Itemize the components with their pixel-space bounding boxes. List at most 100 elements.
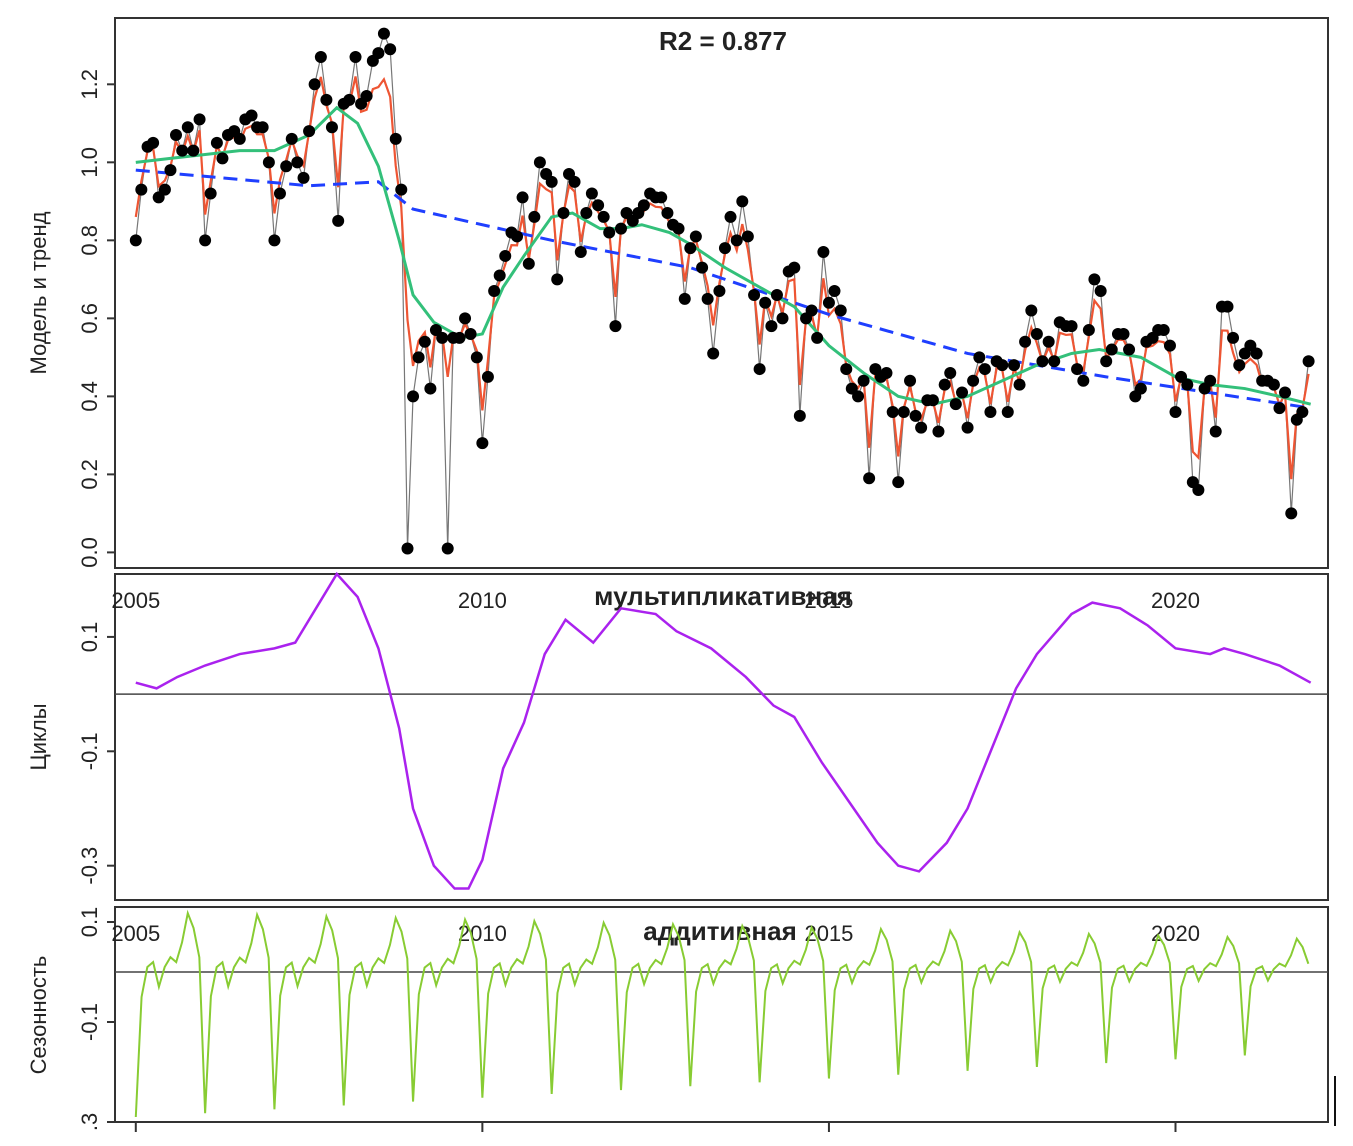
observed-point <box>753 363 766 376</box>
observed-point <box>1019 335 1032 348</box>
observed-point <box>268 234 281 247</box>
observed-point <box>216 152 229 165</box>
observed-point <box>770 288 783 301</box>
observed-point <box>585 187 598 200</box>
observed-point <box>689 230 702 243</box>
observed-point <box>459 312 472 325</box>
y-tick-label: 1.2 <box>77 69 102 100</box>
observed-point <box>863 472 876 485</box>
observed-point <box>401 542 414 555</box>
observed-point <box>1134 382 1147 395</box>
observed-point <box>1157 324 1170 337</box>
observed-point <box>684 242 697 255</box>
observed-point <box>1001 405 1014 418</box>
observed-point <box>511 230 524 243</box>
observed-point <box>1094 285 1107 298</box>
observed-point <box>857 374 870 387</box>
observed-point <box>713 285 726 298</box>
panel-2-y-axis: 0.1 -0.1 -0.3 <box>77 622 115 885</box>
observed-point <box>897 405 910 418</box>
smooth-line <box>135 105 1312 406</box>
panel-3-x-axis: 2005 2010 2015 2020 <box>111 921 1200 1132</box>
y-tick-label: 0.1 <box>77 907 102 938</box>
observed-point <box>436 331 449 344</box>
observed-point <box>522 257 535 270</box>
observed-point <box>377 27 390 40</box>
observed-point <box>1065 320 1078 333</box>
observed-point <box>805 304 818 317</box>
y-tick-label: 0.4 <box>77 381 102 412</box>
observed-point <box>730 234 743 247</box>
x-tick-label: 2005 <box>111 921 160 946</box>
seasonality-line <box>134 909 1310 1118</box>
observed-point <box>187 144 200 157</box>
observed-point <box>245 109 258 122</box>
observed-point <box>233 132 246 145</box>
panel-1-y-axis: 0.0 0.2 0.4 0.6 0.8 1.0 1.2 <box>77 69 115 568</box>
observed-point <box>707 347 720 360</box>
observed-point <box>147 136 160 149</box>
observed-point <box>1233 359 1246 372</box>
y-tick-label: .3 <box>77 1113 102 1131</box>
observed-point <box>395 183 408 196</box>
x-tick-label: 2010 <box>458 588 507 613</box>
observed-point <box>325 121 338 134</box>
observed-point <box>1036 355 1049 368</box>
observed-point <box>655 191 668 204</box>
observed-point <box>822 296 835 309</box>
observed-point <box>285 132 298 145</box>
observed-point <box>493 269 506 282</box>
observed-point <box>129 234 142 247</box>
observed-point <box>343 93 356 106</box>
observed-point <box>303 125 316 138</box>
observed-point <box>262 156 275 169</box>
observed-point <box>291 156 304 169</box>
observed-point <box>1267 378 1280 391</box>
observed-point <box>724 210 737 223</box>
observed-point <box>1082 324 1095 337</box>
observed-point <box>314 51 327 64</box>
observed-point <box>932 425 945 438</box>
observed-point <box>1163 339 1176 352</box>
text-cursor-mark <box>1334 1076 1336 1126</box>
observed-point <box>181 121 194 134</box>
observed-point <box>551 273 564 286</box>
observed-point <box>1273 402 1286 415</box>
observed-point <box>528 210 541 223</box>
panel-2-ylabel: Циклы <box>26 703 51 770</box>
y-tick-label: 0.8 <box>77 225 102 256</box>
observed-point <box>886 405 899 418</box>
observed-point <box>470 351 483 364</box>
observed-point <box>580 207 593 220</box>
observed-point <box>811 331 824 344</box>
observed-point <box>176 144 189 157</box>
observed-point <box>1285 507 1298 520</box>
observed-point <box>1279 386 1292 399</box>
observed-point <box>661 207 674 220</box>
y-tick-label: 0.2 <box>77 459 102 490</box>
observed-point <box>956 386 969 399</box>
observed-point <box>164 164 177 177</box>
observed-point <box>765 320 778 333</box>
panel-3-ylabel: Сезонность <box>26 956 51 1075</box>
observed-point <box>938 378 951 391</box>
observed-point <box>1123 343 1136 356</box>
observed-point <box>967 374 980 387</box>
observed-point <box>592 199 605 212</box>
observed-point <box>944 366 957 379</box>
y-tick-label: 1.0 <box>77 147 102 178</box>
observed-point <box>603 226 616 239</box>
observed-point <box>1209 425 1222 438</box>
observed-point <box>609 320 622 333</box>
observed-point <box>557 207 570 220</box>
observed-point <box>441 542 454 555</box>
observed-point <box>892 476 905 489</box>
observed-point <box>701 292 714 305</box>
observed-point <box>637 199 650 212</box>
observed-point <box>1042 335 1055 348</box>
observed-point <box>1296 405 1309 418</box>
observed-point <box>193 113 206 126</box>
observed-point <box>372 47 385 60</box>
observed-point <box>880 366 893 379</box>
